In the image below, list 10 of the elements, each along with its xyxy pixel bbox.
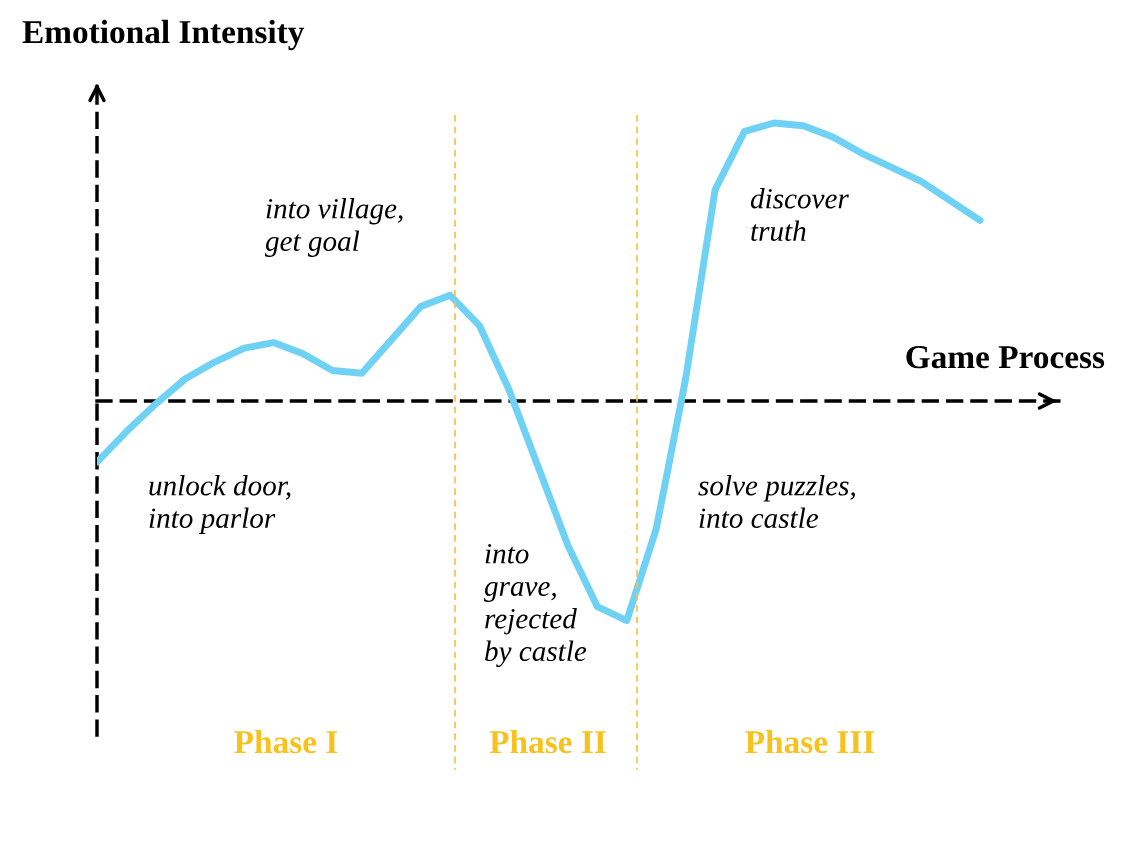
text: Phase I — [234, 729, 338, 754]
annotation: solve puzzles, into castle — [698, 475, 855, 529]
y-axis-title: Emotional Intensity — [22, 19, 305, 51]
annotation: into village, get goal — [265, 198, 403, 257]
text: Phase II — [489, 729, 606, 754]
x-axis-title: Game Process — [906, 345, 1105, 369]
annotation: into grave, rejected by castle — [484, 543, 587, 668]
text: Phase III — [745, 729, 875, 754]
annotation: unlock door, into parlor — [149, 475, 291, 534]
annotation: discover truth — [750, 188, 849, 242]
